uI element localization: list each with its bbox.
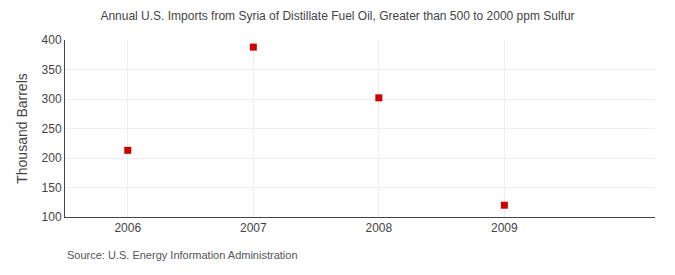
svg-text:Source: U.S. Energy Informatio: Source: U.S. Energy Information Administ… <box>67 249 298 261</box>
svg-text:100: 100 <box>42 210 62 224</box>
svg-text:Annual U.S. Imports from Syria: Annual U.S. Imports from Syria of Distil… <box>100 9 574 23</box>
svg-text:150: 150 <box>42 181 62 195</box>
svg-text:250: 250 <box>42 122 62 136</box>
svg-text:2009: 2009 <box>491 221 518 235</box>
svg-text:350: 350 <box>42 63 62 77</box>
svg-text:Thousand Barrels: Thousand Barrels <box>14 73 30 184</box>
svg-text:200: 200 <box>42 151 62 165</box>
svg-text:400: 400 <box>42 33 62 47</box>
svg-text:2008: 2008 <box>365 221 392 235</box>
svg-text:2007: 2007 <box>240 221 267 235</box>
svg-text:300: 300 <box>42 92 62 106</box>
svg-text:2006: 2006 <box>114 221 141 235</box>
